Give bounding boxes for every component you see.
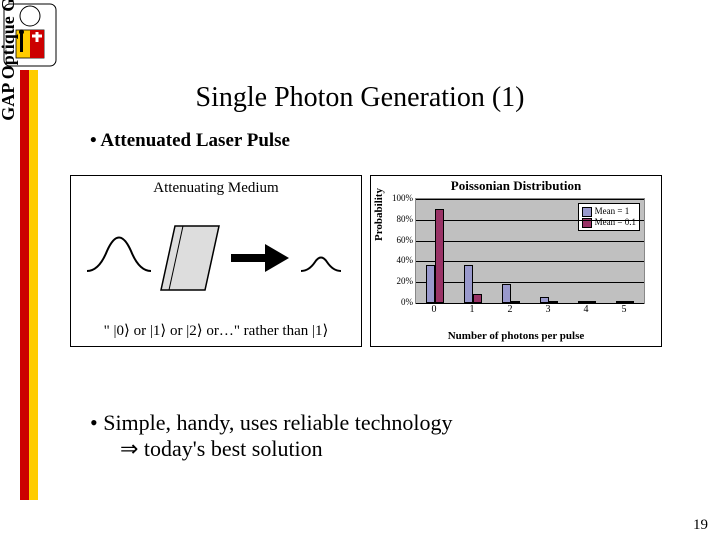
chart-bar [540,297,549,303]
bullet-item: • Attenuated Laser Pulse [90,130,290,152]
chart-bar [625,301,634,303]
chart-bar [435,209,444,303]
chart-bar [464,265,473,303]
legend-item: Mean = 1 [582,206,636,217]
x-tick-label: 5 [622,304,627,315]
y-tick-label: 20% [389,276,413,286]
chart-title: Poissonian Distribution [371,178,661,194]
legend-swatch [582,207,592,217]
bullet-list: • Attenuated Laser Pulse [90,130,290,152]
chart-bar [473,294,482,303]
chart-bar [549,301,558,303]
gridline [416,282,644,283]
chart-plot-area: Mean = 1Mean = 0.1 [415,198,645,304]
legend-label: Mean = 1 [595,206,630,217]
x-tick-label: 2 [508,304,513,315]
gridline [416,241,644,242]
attenuator-diagram: Attenuating Medium " |0⟩ or |1⟩ or |2⟩ o… [70,175,362,347]
chart-x-label: Number of photons per pulse [371,330,661,342]
state-text: " |0⟩ or |1⟩ or |2⟩ or…" rather than |1⟩ [71,321,361,340]
conclusion: • Simple, handy, uses reliable technolog… [90,410,452,462]
conclusion-line-1: • Simple, handy, uses reliable technolog… [90,410,452,436]
x-tick-label: 0 [432,304,437,315]
y-tick-label: 0% [389,297,413,307]
chart-bar [502,284,511,303]
side-label: GAP Optique Geneva University [0,0,19,160]
chart-legend: Mean = 1Mean = 0.1 [578,203,640,231]
y-tick-label: 60% [389,235,413,245]
poisson-chart: Poissonian Distribution Probability Mean… [370,175,662,347]
y-tick-label: 100% [389,193,413,203]
chart-bar [587,301,596,303]
pulse-schematic [79,216,353,306]
page-title: Single Photon Generation (1) [0,82,720,114]
side-stripes [20,70,38,500]
chart-bar [426,265,435,303]
diagram-label: Attenuating Medium [71,180,361,197]
gridline [416,261,644,262]
x-tick-label: 1 [470,304,475,315]
gridline [416,199,644,200]
y-tick-label: 80% [389,214,413,224]
legend-item: Mean = 0.1 [582,217,636,228]
x-tick-label: 4 [584,304,589,315]
chart-bar [616,301,625,303]
conclusion-line-2: ⇒ today's best solution [90,436,452,462]
legend-label: Mean = 0.1 [595,217,636,228]
slide-number: 19 [693,517,708,534]
chart-bar [578,301,587,303]
chart-bar [511,301,520,303]
x-tick-label: 3 [546,304,551,315]
chart-y-label: Probability [373,188,385,241]
y-tick-label: 40% [389,255,413,265]
gridline [416,220,644,221]
gridline [416,303,644,304]
